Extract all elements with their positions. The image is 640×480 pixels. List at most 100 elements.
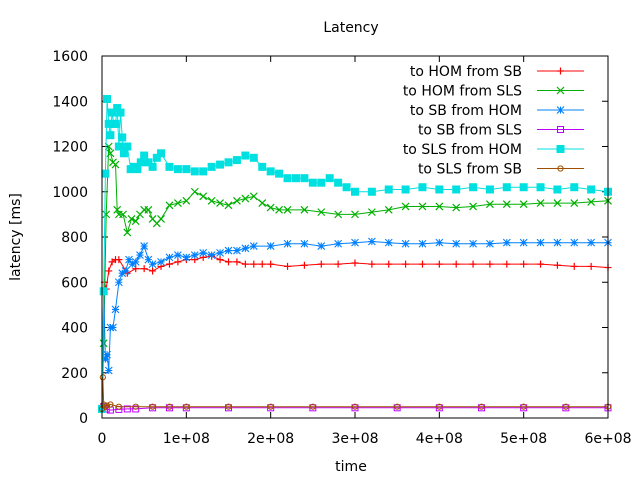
data-point bbox=[266, 242, 275, 250]
data-point bbox=[225, 258, 232, 266]
data-point bbox=[418, 239, 427, 248]
series-line bbox=[101, 405, 608, 411]
y-tick-label: 1400 bbox=[52, 94, 88, 110]
data-point bbox=[99, 374, 106, 381]
data-point bbox=[216, 256, 224, 264]
data-point bbox=[486, 239, 494, 248]
data-point bbox=[123, 142, 132, 151]
data-point bbox=[121, 267, 130, 275]
data-point bbox=[118, 269, 127, 278]
data-point bbox=[182, 253, 191, 262]
data-point bbox=[249, 153, 258, 162]
data-point bbox=[140, 151, 149, 160]
data-point bbox=[241, 151, 250, 160]
data-point bbox=[216, 248, 224, 257]
data-point bbox=[452, 203, 461, 212]
data-point bbox=[435, 185, 444, 194]
data-point bbox=[241, 194, 250, 203]
data-point bbox=[131, 217, 140, 226]
data-point bbox=[190, 167, 199, 176]
data-point bbox=[224, 158, 233, 167]
data-point bbox=[401, 185, 410, 194]
x-tick-label: 0 bbox=[98, 431, 107, 447]
data-point bbox=[553, 261, 561, 269]
data-point bbox=[401, 202, 410, 211]
axis-ticks: 0 1e+08 2e+08 3e+08 4e+08 5e+08 6e+08 0 200 400 60… bbox=[52, 49, 631, 447]
data-point bbox=[536, 183, 545, 192]
data-point bbox=[536, 199, 545, 207]
data-point bbox=[275, 205, 284, 214]
data-point bbox=[553, 185, 562, 194]
legend-label: to SB from SLS bbox=[418, 123, 522, 139]
data-point bbox=[149, 267, 157, 275]
data-point bbox=[182, 196, 191, 205]
data-point bbox=[131, 257, 140, 266]
data-point bbox=[118, 133, 127, 142]
data-point bbox=[351, 404, 359, 412]
x-tick-label: 6e+08 bbox=[584, 431, 631, 447]
y-tick-label: 600 bbox=[61, 275, 88, 291]
data-point bbox=[478, 403, 485, 410]
data-point bbox=[216, 160, 225, 169]
data-point bbox=[486, 260, 494, 268]
data-point bbox=[267, 404, 275, 412]
legend-label: to SLS from HOM bbox=[403, 142, 522, 158]
data-point bbox=[418, 260, 426, 268]
data-point bbox=[570, 262, 578, 270]
data-point bbox=[111, 305, 120, 314]
data-point bbox=[107, 401, 114, 408]
data-point bbox=[502, 238, 511, 247]
data-point bbox=[103, 402, 111, 409]
data-point bbox=[258, 260, 266, 268]
data-point bbox=[317, 178, 326, 187]
series-1 bbox=[98, 142, 612, 413]
data-point bbox=[570, 238, 579, 247]
x-tick-label: 3e+08 bbox=[331, 431, 378, 447]
data-point bbox=[309, 403, 316, 410]
data-point bbox=[113, 205, 122, 214]
data-point bbox=[148, 260, 157, 269]
data-point bbox=[165, 404, 173, 412]
data-point bbox=[140, 265, 148, 273]
y-axis-title: latency [ms] bbox=[8, 193, 24, 281]
data-point bbox=[283, 174, 292, 183]
data-point bbox=[266, 167, 275, 176]
data-point bbox=[233, 246, 241, 255]
data-point bbox=[435, 202, 444, 211]
data-point bbox=[102, 210, 111, 219]
data-point bbox=[108, 108, 117, 117]
data-point bbox=[173, 199, 182, 207]
data-point bbox=[132, 403, 139, 410]
data-point bbox=[536, 238, 545, 247]
data-point bbox=[123, 405, 131, 413]
data-point bbox=[325, 174, 334, 183]
data-point bbox=[553, 238, 562, 247]
y-tick-label: 1000 bbox=[52, 185, 88, 201]
data-point bbox=[232, 156, 241, 165]
data-point bbox=[435, 238, 444, 247]
data-point bbox=[587, 238, 596, 247]
legend-marker bbox=[556, 106, 565, 114]
data-point bbox=[249, 242, 258, 250]
data-point bbox=[165, 253, 174, 262]
data-point bbox=[334, 210, 343, 219]
data-point bbox=[115, 403, 122, 410]
data-point bbox=[562, 403, 569, 410]
data-point bbox=[199, 248, 208, 257]
data-point bbox=[300, 174, 309, 183]
data-point bbox=[119, 149, 128, 158]
data-point bbox=[267, 260, 275, 268]
legend-label: to HOM from SLS bbox=[403, 84, 522, 100]
data-point bbox=[520, 404, 528, 412]
data-point bbox=[182, 404, 190, 412]
data-point bbox=[127, 214, 136, 223]
data-point bbox=[519, 200, 528, 209]
data-point bbox=[136, 158, 145, 167]
x-tick-label: 5e+08 bbox=[500, 431, 547, 447]
data-point bbox=[258, 162, 267, 171]
data-point bbox=[436, 403, 443, 410]
data-point bbox=[452, 239, 461, 248]
plot-frame bbox=[101, 55, 609, 419]
data-point bbox=[570, 183, 579, 192]
